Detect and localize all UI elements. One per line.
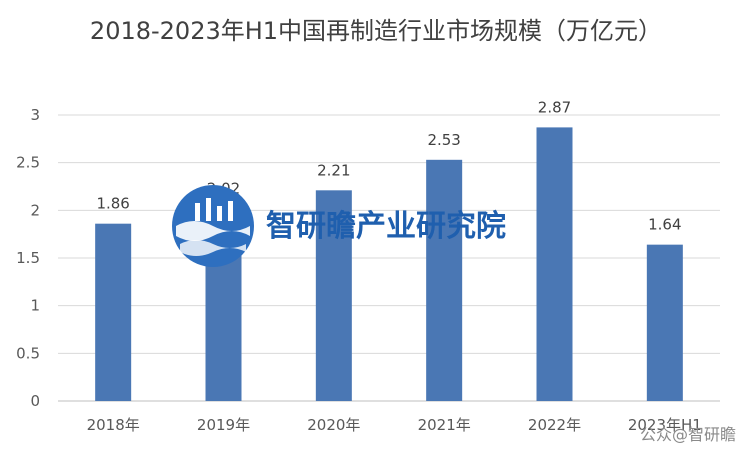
x-tick-label: 2023年H1 (628, 416, 702, 434)
y-tick-label: 1.5 (16, 249, 40, 267)
x-tick-label: 2018年 (87, 416, 140, 434)
data-label: 1.64 (648, 216, 681, 234)
bar (426, 159, 463, 401)
x-tick-label: 2019年 (197, 416, 250, 434)
data-label: 2.87 (538, 98, 571, 116)
bar (646, 244, 683, 401)
gridlines (58, 114, 720, 402)
watermark-text: 智研瞻产业研究院 (266, 209, 506, 244)
y-tick-label: 0 (30, 392, 40, 410)
y-tick-label: 2 (30, 201, 40, 219)
data-label: 1.86 (96, 195, 129, 213)
bar (536, 127, 573, 401)
bar (95, 223, 132, 401)
data-label: 2.21 (317, 161, 350, 179)
y-tick-label: 3 (30, 106, 40, 124)
x-tick-label: 2022年 (528, 416, 581, 434)
y-tick-label: 1 (30, 297, 40, 315)
data-label: 2.53 (427, 131, 460, 149)
watermark-corner-text: 公众@智研瞻 (640, 425, 736, 444)
y-tick-label: 2.5 (16, 154, 40, 172)
x-axis-ticks: 2018年 2019年 2020年 2021年 2022年 2023年H1 (87, 416, 702, 434)
bar (315, 190, 352, 401)
watermark-logo-icon (172, 185, 254, 267)
y-axis-ticks: 0 0.5 1 1.5 2 2.5 3 (16, 106, 40, 410)
y-tick-label: 0.5 (16, 344, 40, 362)
watermark: 智研瞻产业研究院 公众@智研瞻 (172, 185, 736, 444)
x-tick-label: 2020年 (307, 416, 360, 434)
x-tick-label: 2021年 (418, 416, 471, 434)
chart-title: 2018-2023年H1中国再制造行业市场规模（万亿元） (89, 17, 663, 45)
bars (95, 127, 683, 401)
